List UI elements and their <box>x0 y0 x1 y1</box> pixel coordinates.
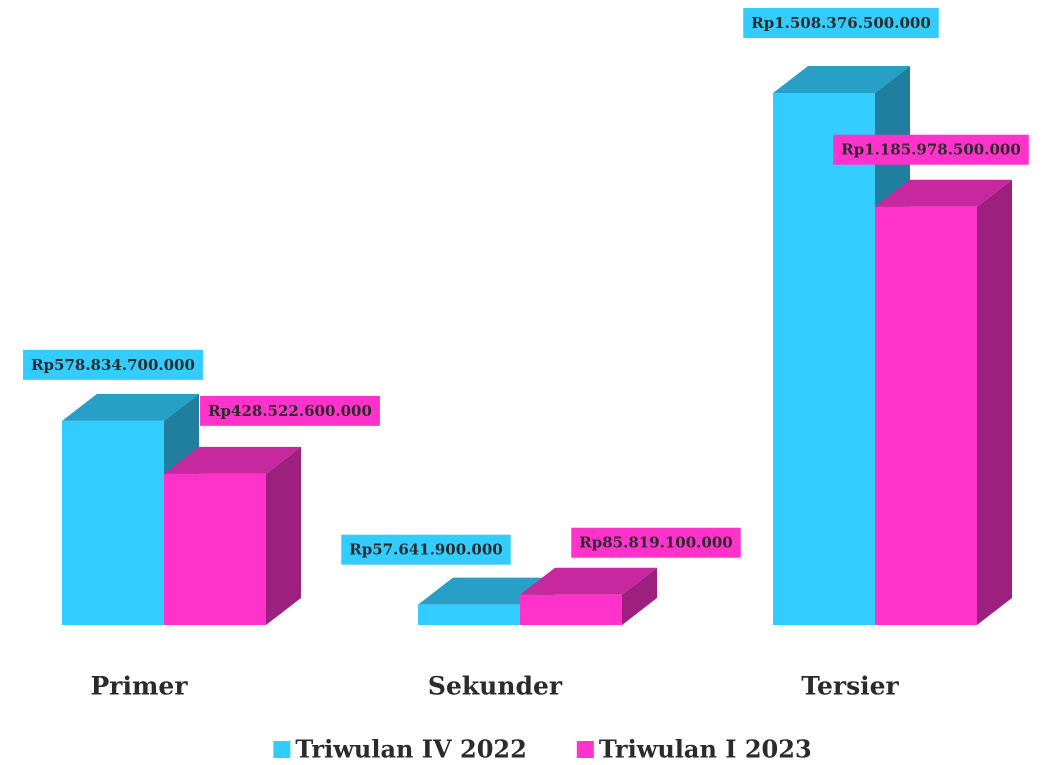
value-label-box <box>743 8 939 38</box>
value-label: Rp85.819.100.000 <box>571 527 741 558</box>
bar <box>875 179 1012 625</box>
bar-top <box>62 393 199 421</box>
value-label: Rp428.522.600.000 <box>200 395 380 426</box>
value-label-box <box>23 349 203 380</box>
bar <box>520 567 657 625</box>
bar-front <box>164 473 266 625</box>
bar-front <box>773 93 875 625</box>
legend-swatch <box>576 741 594 758</box>
value-label-text: Rp1.508.376.500.000 <box>751 14 931 32</box>
bar-front <box>875 206 977 625</box>
legend: Triwulan IV 2022 Triwulan I 2023 <box>273 735 812 764</box>
value-label-text: Rp57.641.900.000 <box>349 541 502 559</box>
value-label-text: Rp1.185.978.500.000 <box>841 141 1021 159</box>
value-label-box <box>341 534 511 565</box>
value-label-box <box>200 395 380 426</box>
legend-swatch <box>273 741 291 758</box>
value-label-box <box>833 134 1029 165</box>
category-label: Tersier <box>801 672 899 701</box>
bar-front <box>418 604 520 625</box>
bar-side <box>977 179 1012 625</box>
legend-label: Triwulan I 2023 <box>599 735 812 764</box>
value-label-text: Rp85.819.100.000 <box>579 534 732 552</box>
bar-top <box>875 179 1012 207</box>
bar <box>164 446 301 625</box>
value-label-text: Rp578.834.700.000 <box>31 356 195 374</box>
bar-top <box>164 446 301 474</box>
category-label: Primer <box>91 672 189 701</box>
bar-side <box>266 446 301 625</box>
bar-side <box>622 567 657 625</box>
value-label: Rp1.508.376.500.000 <box>743 8 939 38</box>
value-label: Rp578.834.700.000 <box>23 349 203 380</box>
value-label: Rp1.185.978.500.000 <box>833 134 1029 165</box>
value-label-text: Rp428.522.600.000 <box>208 402 372 420</box>
bar-front <box>520 594 622 625</box>
bar-top <box>520 567 657 595</box>
bar-top <box>773 66 910 93</box>
value-label-box <box>571 527 741 558</box>
legend-label: Triwulan IV 2022 <box>295 735 526 764</box>
value-label: Rp57.641.900.000 <box>341 534 511 565</box>
bar-front <box>62 420 164 625</box>
category-label: Sekunder <box>428 672 563 701</box>
